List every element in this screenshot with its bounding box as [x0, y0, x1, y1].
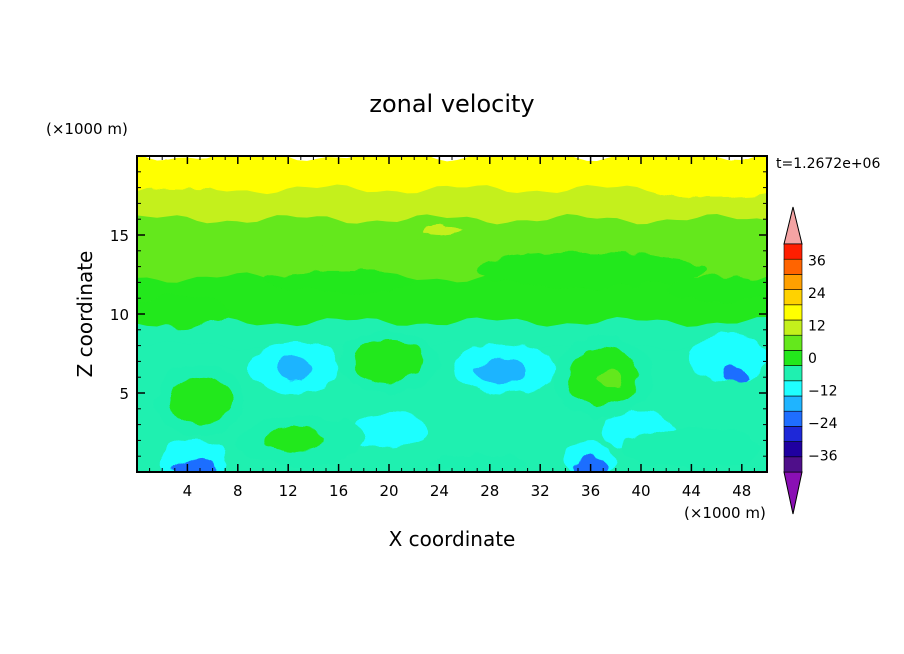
velocity-feature — [634, 159, 767, 198]
contour-fills — [137, 156, 767, 472]
y-tick-label: 5 — [119, 385, 129, 403]
colorbar: 36 24 12 0 −12 −24 −36 — [783, 206, 838, 515]
velocity-feature — [168, 377, 232, 425]
velocity-feature — [622, 427, 761, 469]
x-axis-ticks: 4 8 12 16 20 24 28 32 36 40 44 48 — [149, 156, 755, 500]
colorbar-swatch — [783, 304, 803, 321]
colorbar-swatch — [783, 380, 803, 397]
colorbar-swatch — [783, 365, 803, 382]
x-tick-label: 40 — [631, 482, 650, 500]
colorbar-swatch — [783, 334, 803, 351]
x-tick-label: 28 — [480, 482, 499, 500]
velocity-feature — [691, 334, 767, 382]
x-tick-label: 8 — [233, 482, 243, 500]
x-axis-unit: (×1000 m) — [684, 504, 766, 522]
colorbar-label: 0 — [808, 351, 817, 367]
time-label: t=1.2672e+06 — [776, 156, 880, 172]
colorbar-over-arrow — [783, 206, 803, 245]
velocity-feature — [477, 358, 528, 384]
chart-title: zonal velocity — [369, 90, 534, 118]
x-tick-label: 36 — [581, 482, 600, 500]
colorbar-swatch — [783, 243, 803, 260]
velocity-feature — [351, 411, 427, 450]
x-tick-label: 44 — [682, 482, 701, 500]
colorbar-label: −12 — [808, 384, 838, 400]
colorbar-swatch — [783, 395, 803, 412]
colorbar-label: −24 — [808, 416, 838, 432]
velocity-feature — [426, 454, 528, 472]
colorbar-swatch — [783, 289, 803, 306]
velocity-feature — [137, 162, 289, 188]
x-tick-label: 20 — [379, 482, 398, 500]
velocity-feature — [477, 252, 704, 288]
velocity-feature — [666, 276, 767, 302]
colorbar-swatch — [783, 319, 803, 336]
y-tick-label: 15 — [110, 227, 129, 245]
velocity-feature — [596, 367, 623, 387]
velocity-feature — [137, 295, 232, 327]
colorbar-label: 12 — [808, 318, 826, 334]
x-axis-label: X coordinate — [389, 527, 516, 551]
velocity-feature — [353, 340, 425, 382]
velocity-feature — [263, 271, 415, 294]
velocity-feature — [173, 457, 214, 472]
colorbar-swatch — [783, 456, 803, 473]
velocity-feature — [420, 225, 459, 235]
x-tick-label: 32 — [531, 482, 550, 500]
x-tick-label: 4 — [183, 482, 193, 500]
velocity-feature — [266, 429, 323, 452]
colorbar-label: 24 — [808, 286, 826, 302]
colorbar-swatch — [783, 274, 803, 290]
velocity-feature — [275, 355, 314, 381]
x-tick-label: 12 — [279, 482, 298, 500]
velocity-features — [137, 159, 767, 472]
y-axis-ticks: 5 10 15 — [110, 171, 767, 457]
colorbar-swatch — [783, 350, 803, 366]
x-tick-label: 16 — [329, 482, 348, 500]
y-axis-label: Z coordinate — [73, 251, 97, 378]
colorbar-swatch — [783, 426, 803, 442]
colorbar-swatch — [783, 441, 803, 458]
x-tick-label: 48 — [732, 482, 751, 500]
y-tick-label: 10 — [110, 306, 129, 324]
y-axis-unit: (×1000 m) — [46, 120, 128, 138]
x-tick-label: 24 — [430, 482, 449, 500]
colorbar-swatch — [783, 410, 803, 427]
colorbar-under-arrow — [783, 471, 803, 515]
colorbar-label: −36 — [808, 449, 838, 465]
velocity-feature — [724, 366, 747, 382]
colorbar-swatch — [783, 258, 803, 275]
colorbar-label: 36 — [808, 253, 826, 269]
